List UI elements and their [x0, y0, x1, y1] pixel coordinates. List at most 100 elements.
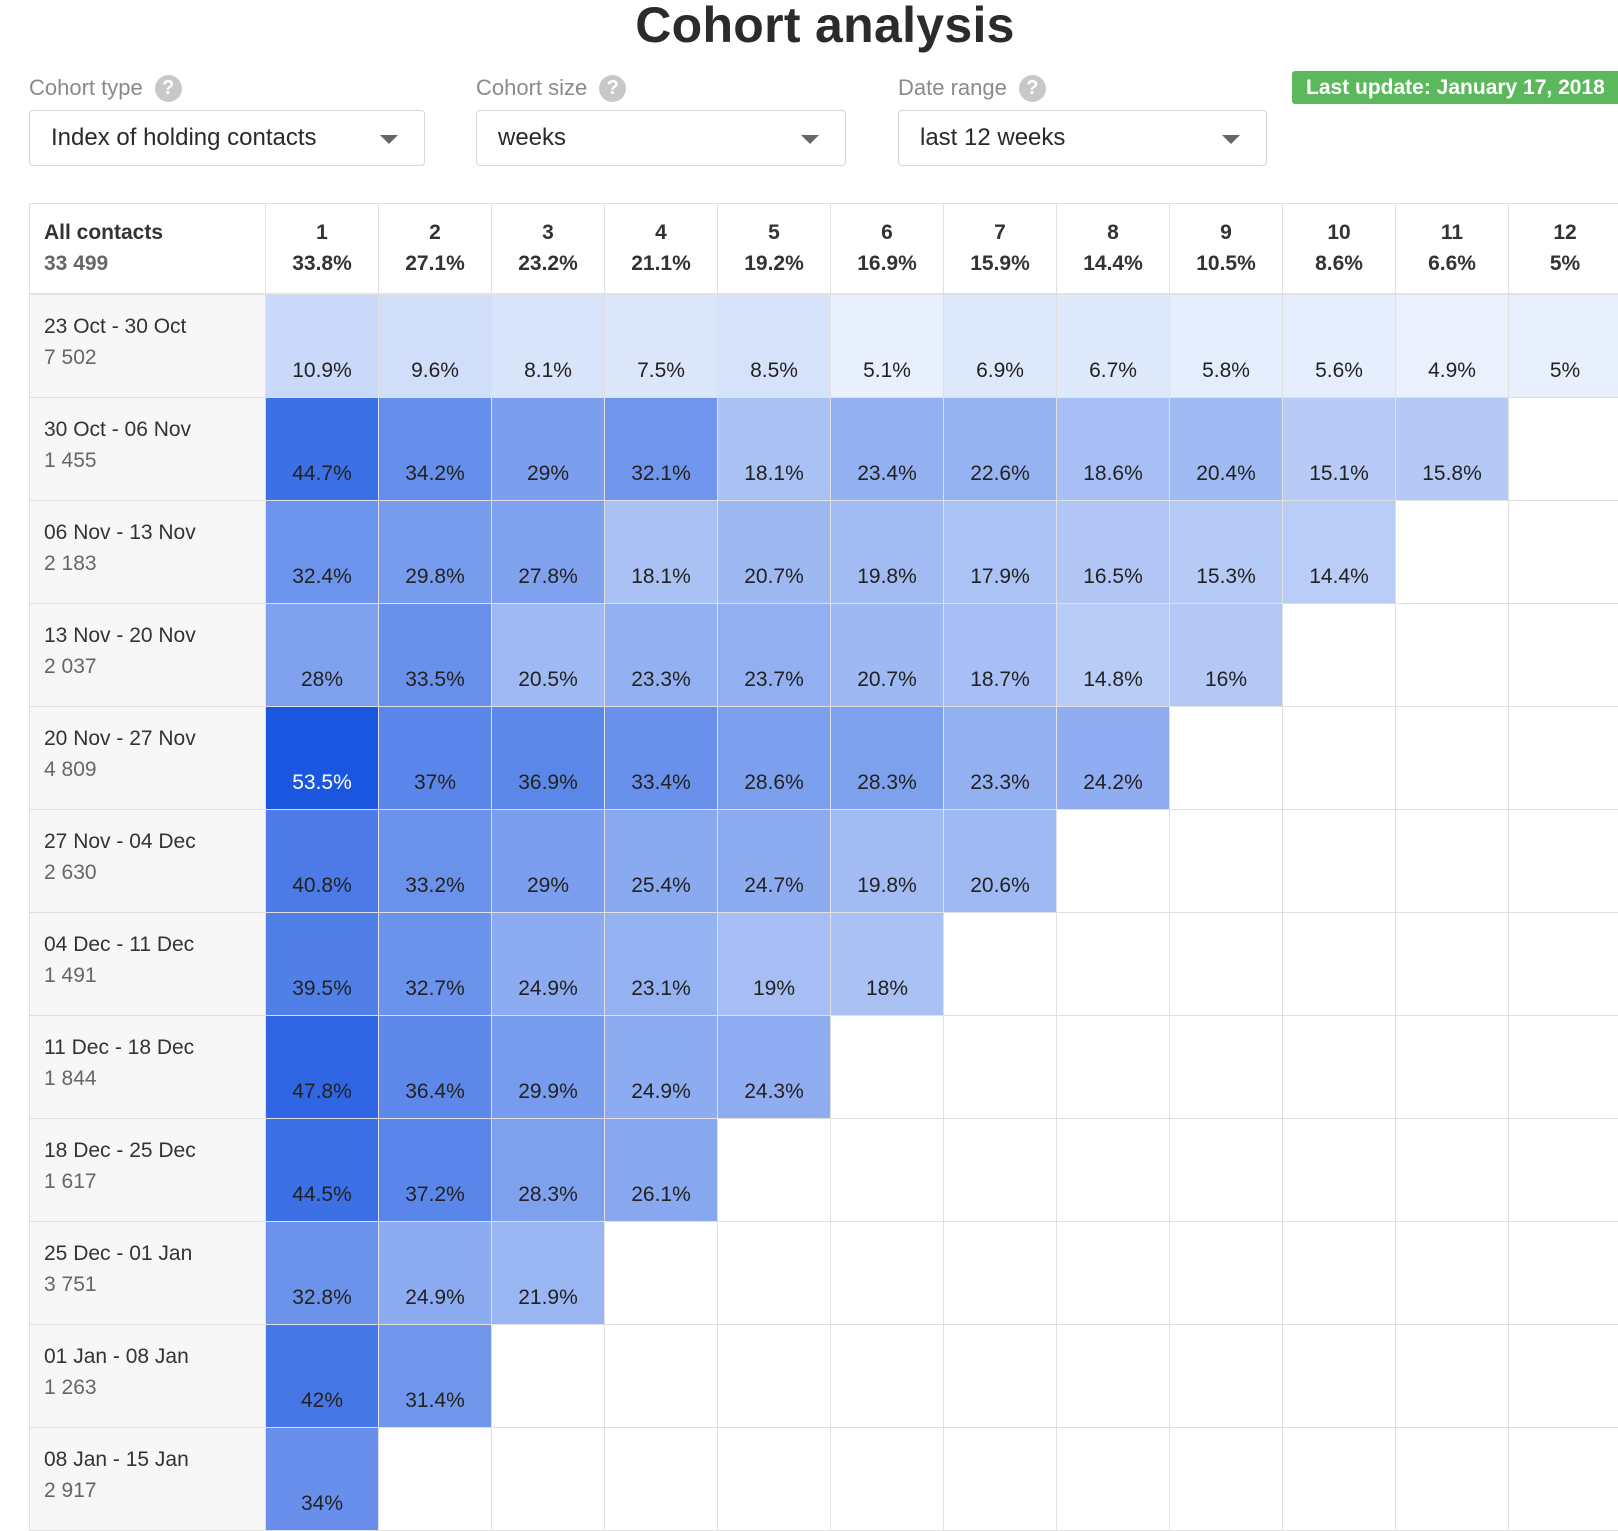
empty-cell	[1509, 707, 1618, 810]
cohort-period: 13 Nov - 20 Nov	[44, 624, 196, 647]
cell-value: 22.6%	[970, 462, 1030, 485]
cell-value: 32.8%	[292, 1286, 352, 1309]
cohort-row-label: 04 Dec - 11 Dec 1 491	[29, 913, 266, 1016]
help-icon[interactable]: ?	[1018, 74, 1046, 102]
column-header-value: 19.2%	[744, 252, 804, 275]
cell-value: 10.9%	[292, 359, 352, 382]
heatmap-cell: 10.9%	[266, 295, 379, 398]
column-header-label: 10	[1327, 221, 1351, 244]
cell-value: 20.7%	[744, 565, 804, 588]
empty-cell	[1509, 810, 1618, 913]
empty-cell	[1396, 1428, 1509, 1531]
empty-cell	[1396, 1119, 1509, 1222]
empty-cell	[379, 1428, 492, 1531]
column-header-value: 14.4%	[1083, 252, 1143, 275]
empty-cell	[831, 1325, 944, 1428]
cohort-type-value: Index of holding contacts	[51, 124, 317, 151]
cohort-period: 20 Nov - 27 Nov	[44, 727, 196, 750]
empty-cell	[1170, 913, 1283, 1016]
empty-cell	[1283, 604, 1396, 707]
empty-cell	[1283, 707, 1396, 810]
cohort-size-label-text: Cohort size	[476, 75, 588, 100]
cell-value: 17.9%	[970, 565, 1030, 588]
heatmap-cell: 34.2%	[379, 398, 492, 501]
empty-cell	[1057, 1222, 1170, 1325]
heatmap-cell: 19.8%	[831, 501, 944, 604]
heatmap-cell: 36.9%	[492, 707, 605, 810]
heatmap-cell: 6.9%	[944, 295, 1057, 398]
empty-cell	[1170, 1016, 1283, 1119]
heatmap-cell: 23.1%	[605, 913, 718, 1016]
cell-value: 18.1%	[744, 462, 804, 485]
heatmap-cell: 19%	[718, 913, 831, 1016]
cell-value: 44.7%	[292, 462, 352, 485]
empty-cell	[831, 1119, 944, 1222]
heatmap-cell: 24.3%	[718, 1016, 831, 1119]
empty-cell	[1283, 1119, 1396, 1222]
cell-value: 24.9%	[631, 1080, 691, 1103]
cell-value: 20.4%	[1196, 462, 1256, 485]
heatmap-cell: 18.6%	[1057, 398, 1170, 501]
last-update-badge: Last update: January 17, 2018	[1292, 71, 1618, 104]
chevron-down-icon	[380, 135, 398, 144]
help-icon[interactable]: ?	[154, 74, 182, 102]
heatmap-cell: 20.7%	[831, 604, 944, 707]
heatmap-cell: 32.8%	[266, 1222, 379, 1325]
cohort-row-label: 01 Jan - 08 Jan 1 263	[29, 1325, 266, 1428]
cohort-count: 2 630	[44, 861, 97, 884]
cell-value: 4.9%	[1428, 359, 1476, 382]
heatmap-cell: 33.4%	[605, 707, 718, 810]
cell-value: 32.4%	[292, 565, 352, 588]
empty-cell	[1057, 1325, 1170, 1428]
cell-value: 5%	[1549, 359, 1581, 382]
heatmap-cell: 4.9%	[1396, 295, 1509, 398]
column-header-label: 8	[1107, 221, 1119, 244]
cell-value: 47.8%	[292, 1080, 352, 1103]
heatmap-cell: 24.2%	[1057, 707, 1170, 810]
empty-cell	[605, 1222, 718, 1325]
heatmap-cell: 28.3%	[492, 1119, 605, 1222]
cell-value: 18.7%	[970, 668, 1030, 691]
heatmap-cell: 6.7%	[1057, 295, 1170, 398]
heatmap-cell: 16%	[1170, 604, 1283, 707]
cohort-period: 25 Dec - 01 Jan	[44, 1242, 193, 1265]
cohort-size-select[interactable]: weeks	[476, 110, 846, 166]
cell-value: 14.4%	[1309, 565, 1369, 588]
cell-value: 23.1%	[631, 977, 691, 1000]
cohort-type-label-text: Cohort type	[29, 75, 143, 100]
heatmap-cell: 15.8%	[1396, 398, 1509, 501]
cell-value: 32.1%	[631, 462, 691, 485]
cohort-row-label: 30 Oct - 06 Nov 1 455	[29, 398, 266, 501]
cell-value: 8.5%	[750, 359, 798, 382]
cell-value: 20.5%	[518, 668, 578, 691]
heatmap-cell: 18.1%	[718, 398, 831, 501]
cell-value: 31.4%	[405, 1389, 465, 1412]
column-header-label: 12	[1553, 221, 1577, 244]
heatmap-cell: 23.4%	[831, 398, 944, 501]
heatmap-cell: 29%	[492, 810, 605, 913]
heatmap-cell: 42%	[266, 1325, 379, 1428]
cell-value: 34.2%	[405, 462, 465, 485]
cell-value: 24.9%	[518, 977, 578, 1000]
column-header: 10 8.6%	[1283, 203, 1396, 295]
heatmap-cell: 15.1%	[1283, 398, 1396, 501]
heatmap-cell: 37%	[379, 707, 492, 810]
cohort-row-label: 18 Dec - 25 Dec 1 617	[29, 1119, 266, 1222]
cell-value: 21.9%	[518, 1286, 578, 1309]
date-range-select[interactable]: last 12 weeks	[898, 110, 1267, 166]
empty-cell	[944, 1222, 1057, 1325]
column-header-label: 3	[542, 221, 554, 244]
cohort-row-label: 27 Nov - 04 Dec 2 630	[29, 810, 266, 913]
empty-cell	[1170, 810, 1283, 913]
cell-value: 23.3%	[631, 668, 691, 691]
cohort-type-select[interactable]: Index of holding contacts	[29, 110, 425, 166]
help-icon[interactable]: ?	[599, 74, 627, 102]
heatmap-cell: 28%	[266, 604, 379, 707]
heatmap-cell: 44.5%	[266, 1119, 379, 1222]
cell-value: 29%	[526, 874, 570, 897]
empty-cell	[492, 1325, 605, 1428]
column-header-label: 2	[429, 221, 441, 244]
cell-value: 5.1%	[863, 359, 911, 382]
cell-value: 18.1%	[631, 565, 691, 588]
heatmap-cell: 24.9%	[379, 1222, 492, 1325]
